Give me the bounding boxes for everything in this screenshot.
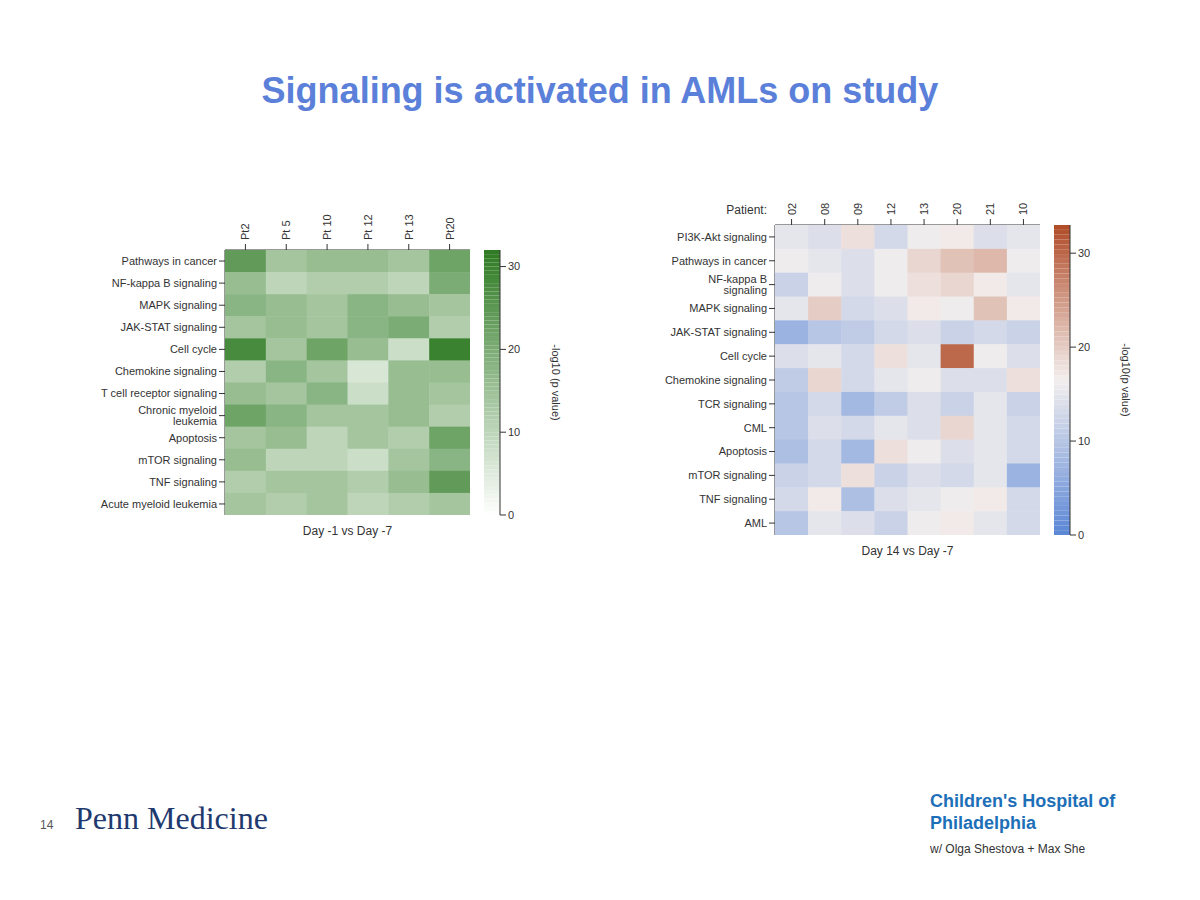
svg-text:Apoptosis: Apoptosis (719, 445, 768, 457)
svg-text:Cell cycle: Cell cycle (170, 343, 217, 355)
svg-text:NF-kappa Bsignaling: NF-kappa Bsignaling (708, 273, 767, 296)
svg-text:13: 13 (918, 203, 930, 215)
html-text:14: 14 (40, 818, 54, 832)
svg-text:Pt 5: Pt 5 (280, 220, 292, 240)
svg-text:JAK-STAT signaling: JAK-STAT signaling (670, 326, 767, 338)
svg-text:Pathways in cancer: Pathways in cancer (122, 255, 218, 267)
svg-text:Pathways in cancer: Pathways in cancer (672, 255, 768, 267)
svg-text:10: 10 (508, 426, 520, 438)
svg-text:12: 12 (885, 203, 897, 215)
html-text:Day 14 vs Day -7: Day 14 vs Day -7 (861, 544, 954, 558)
svg-text:Pt 12: Pt 12 (362, 214, 374, 240)
svg-text:30: 30 (1078, 247, 1090, 259)
html-text:Children's Hospital of Philade: Children's Hospital of Philadelphia (930, 791, 1116, 833)
svg-text:21: 21 (984, 203, 996, 215)
html-text:Patient:: Patient: (726, 203, 767, 217)
html-text:Signaling is activated in AMLs: Signaling is activated in AMLs on study (261, 70, 939, 111)
svg-text:TNF signaling: TNF signaling (699, 493, 767, 505)
svg-text:-log10(p value): -log10(p value) (1120, 343, 1132, 416)
svg-text:MAPK signaling: MAPK signaling (139, 299, 217, 311)
svg-text:20: 20 (1078, 341, 1090, 353)
svg-text:10: 10 (1017, 203, 1029, 215)
svg-text:CML: CML (744, 422, 767, 434)
svg-text:TNF signaling: TNF signaling (149, 476, 217, 488)
svg-text:mTOR signaling: mTOR signaling (688, 469, 767, 481)
svg-text:Chemokine signaling: Chemokine signaling (115, 365, 217, 377)
svg-text:PI3K-Akt signaling: PI3K-Akt signaling (677, 231, 767, 243)
html-text:Day -1 vs Day -7: Day -1 vs Day -7 (302, 524, 393, 538)
svg-text:Chronic myeloidleukemia: Chronic myeloidleukemia (138, 404, 218, 427)
svg-text:mTOR signaling: mTOR signaling (138, 454, 217, 466)
svg-text:Cell cycle: Cell cycle (720, 350, 767, 362)
svg-text:JAK-STAT signaling: JAK-STAT signaling (120, 321, 217, 333)
svg-text:Pt2: Pt2 (239, 223, 251, 240)
html-text:w/ Olga Shestova + Max She: w/ Olga Shestova + Max She (930, 842, 1086, 856)
svg-text:09: 09 (852, 203, 864, 215)
svg-text:Acute myeloid leukemia: Acute myeloid leukemia (101, 498, 218, 510)
svg-text:AML: AML (744, 517, 767, 529)
svg-text:Chemokine signaling: Chemokine signaling (665, 374, 767, 386)
svg-text:0: 0 (508, 509, 514, 520)
svg-text:20: 20 (508, 343, 520, 355)
svg-text:Pt20: Pt20 (444, 217, 456, 240)
svg-text:Pt 10: Pt 10 (321, 214, 333, 240)
svg-text:-log10 (p value): -log10 (p value) (550, 344, 562, 420)
svg-text:30: 30 (508, 260, 520, 272)
html-text:Penn Medicine: Penn Medicine (75, 800, 268, 836)
svg-text:TCR signaling: TCR signaling (698, 398, 767, 410)
svg-text:Apoptosis: Apoptosis (169, 432, 218, 444)
svg-text:02: 02 (786, 203, 798, 215)
svg-text:0: 0 (1078, 529, 1084, 540)
svg-text:Pt 13: Pt 13 (403, 214, 415, 240)
svg-text:T cell receptor signaling: T cell receptor signaling (101, 387, 217, 399)
svg-text:08: 08 (819, 203, 831, 215)
svg-text:NF-kappa B signaling: NF-kappa B signaling (112, 277, 217, 289)
svg-text:10: 10 (1078, 435, 1090, 447)
svg-text:MAPK signaling: MAPK signaling (689, 302, 767, 314)
svg-text:20: 20 (951, 203, 963, 215)
